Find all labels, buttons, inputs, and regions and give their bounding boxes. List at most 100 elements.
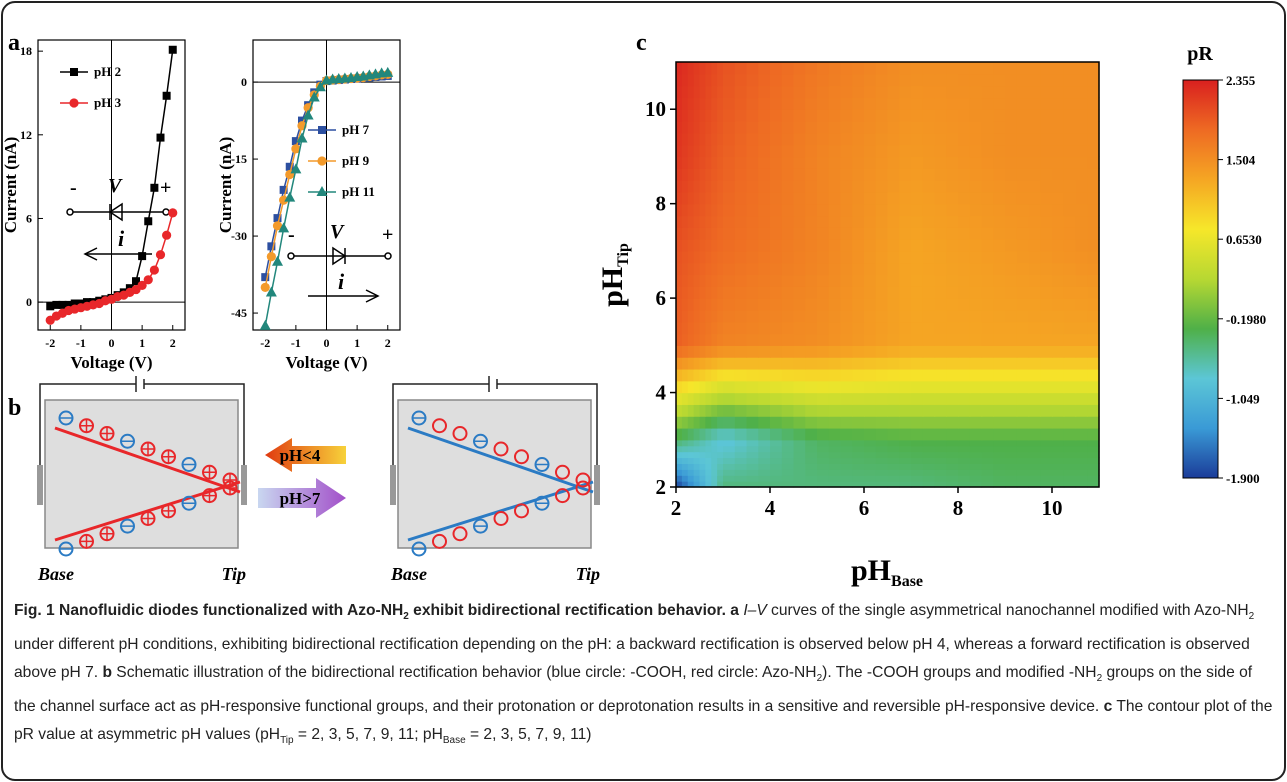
contour-cell <box>681 250 689 264</box>
legend-label: pH 7 <box>342 122 370 137</box>
contour-cell <box>699 451 706 459</box>
contour-cell <box>770 392 783 405</box>
contour-cell <box>922 215 936 228</box>
contour-cell <box>981 463 994 470</box>
contour-cell <box>693 457 701 464</box>
contour-cell <box>875 439 889 447</box>
contour-cell <box>1075 191 1088 205</box>
ion <box>452 526 468 542</box>
contour-cell <box>828 156 842 169</box>
contour-cell <box>711 463 718 470</box>
marker <box>150 183 159 192</box>
contour-cell <box>1005 168 1018 181</box>
contour-cell <box>758 357 771 370</box>
contour-cell <box>1028 109 1041 122</box>
contour-cell <box>717 404 724 417</box>
contour-cell <box>676 380 683 394</box>
marker <box>156 133 165 142</box>
contour-cell <box>864 445 877 453</box>
contour-cell <box>934 475 947 482</box>
marker <box>52 300 61 309</box>
contour-cell <box>875 191 889 205</box>
contour-cell <box>1075 227 1088 240</box>
contour-cell <box>993 73 1006 87</box>
contour-cell <box>723 227 736 240</box>
contour-cell <box>922 392 936 405</box>
contour-cell <box>993 457 1006 464</box>
contour-cell <box>922 144 936 158</box>
contour-cell <box>958 144 971 158</box>
contour-cell <box>1016 286 1030 299</box>
contour-cell <box>1063 357 1077 370</box>
contour-cell <box>681 73 689 87</box>
contour-cell <box>699 392 706 405</box>
contour-cell <box>817 357 830 370</box>
contour-cell <box>705 445 712 453</box>
contour-cell <box>922 309 936 323</box>
contour-cell <box>734 451 748 459</box>
contour-cell <box>705 321 712 335</box>
contour-cell <box>711 215 718 228</box>
contour-cell <box>676 333 683 346</box>
contour-cell <box>770 239 783 252</box>
contour-cell <box>840 180 853 193</box>
contour-cell <box>981 73 994 87</box>
contour-cell <box>1016 156 1030 169</box>
contour-cell <box>922 457 936 464</box>
contour-cell <box>1087 457 1100 464</box>
contour-cell <box>1087 416 1100 429</box>
contour-cell <box>981 132 994 146</box>
contour-cell <box>781 97 795 110</box>
contour-cell <box>864 392 877 405</box>
contour-cell <box>681 404 689 417</box>
contour-cell <box>705 469 712 476</box>
contour-cell <box>770 333 783 346</box>
contour-cell <box>1052 481 1065 488</box>
x-axis-label: Voltage (V) <box>286 353 368 372</box>
contour-cell <box>840 404 853 417</box>
contour-cell <box>1052 469 1065 476</box>
contour-cell <box>1075 451 1088 459</box>
contour-cell <box>828 333 842 346</box>
contour-cell <box>993 368 1006 382</box>
y-tick-label: 6 <box>656 286 667 310</box>
contour-cell <box>687 250 695 264</box>
contour-cell <box>1052 427 1065 441</box>
contour-cell <box>758 451 771 459</box>
contour-cell <box>828 463 842 470</box>
contour-cell <box>734 345 748 358</box>
contour-cell <box>1016 368 1030 382</box>
contour-cell <box>1040 445 1053 453</box>
contour-cell <box>793 404 806 417</box>
contour-cell <box>793 475 806 482</box>
contour-cell <box>746 156 759 169</box>
contour-cell <box>687 132 695 146</box>
contour-cell <box>770 321 783 335</box>
marker <box>168 45 177 54</box>
contour-cell <box>946 404 959 417</box>
contour-cell <box>705 427 712 441</box>
contour-cell <box>1040 368 1053 382</box>
contour-cell <box>993 439 1006 447</box>
contour-cell <box>958 180 971 193</box>
contour-cell <box>1087 392 1100 405</box>
marker <box>278 222 290 233</box>
contour-cell <box>1016 203 1030 217</box>
contour-cell <box>1005 392 1018 405</box>
contour-cell <box>805 481 818 488</box>
ion <box>534 495 550 511</box>
contour-cell <box>828 97 842 110</box>
contour-cell <box>899 121 912 134</box>
contour-cell <box>899 156 912 169</box>
contour-cell <box>875 427 889 441</box>
contour-cell <box>805 469 818 476</box>
contour-cell <box>1028 309 1041 323</box>
contour-cell <box>1087 368 1100 382</box>
contour-cell <box>793 368 806 382</box>
contour-cell <box>840 203 853 217</box>
contour-cell <box>1052 97 1065 110</box>
contour-cell <box>781 380 795 394</box>
contour-cell <box>1040 463 1053 470</box>
contour-cell <box>699 274 706 287</box>
contour-cell <box>911 168 924 181</box>
